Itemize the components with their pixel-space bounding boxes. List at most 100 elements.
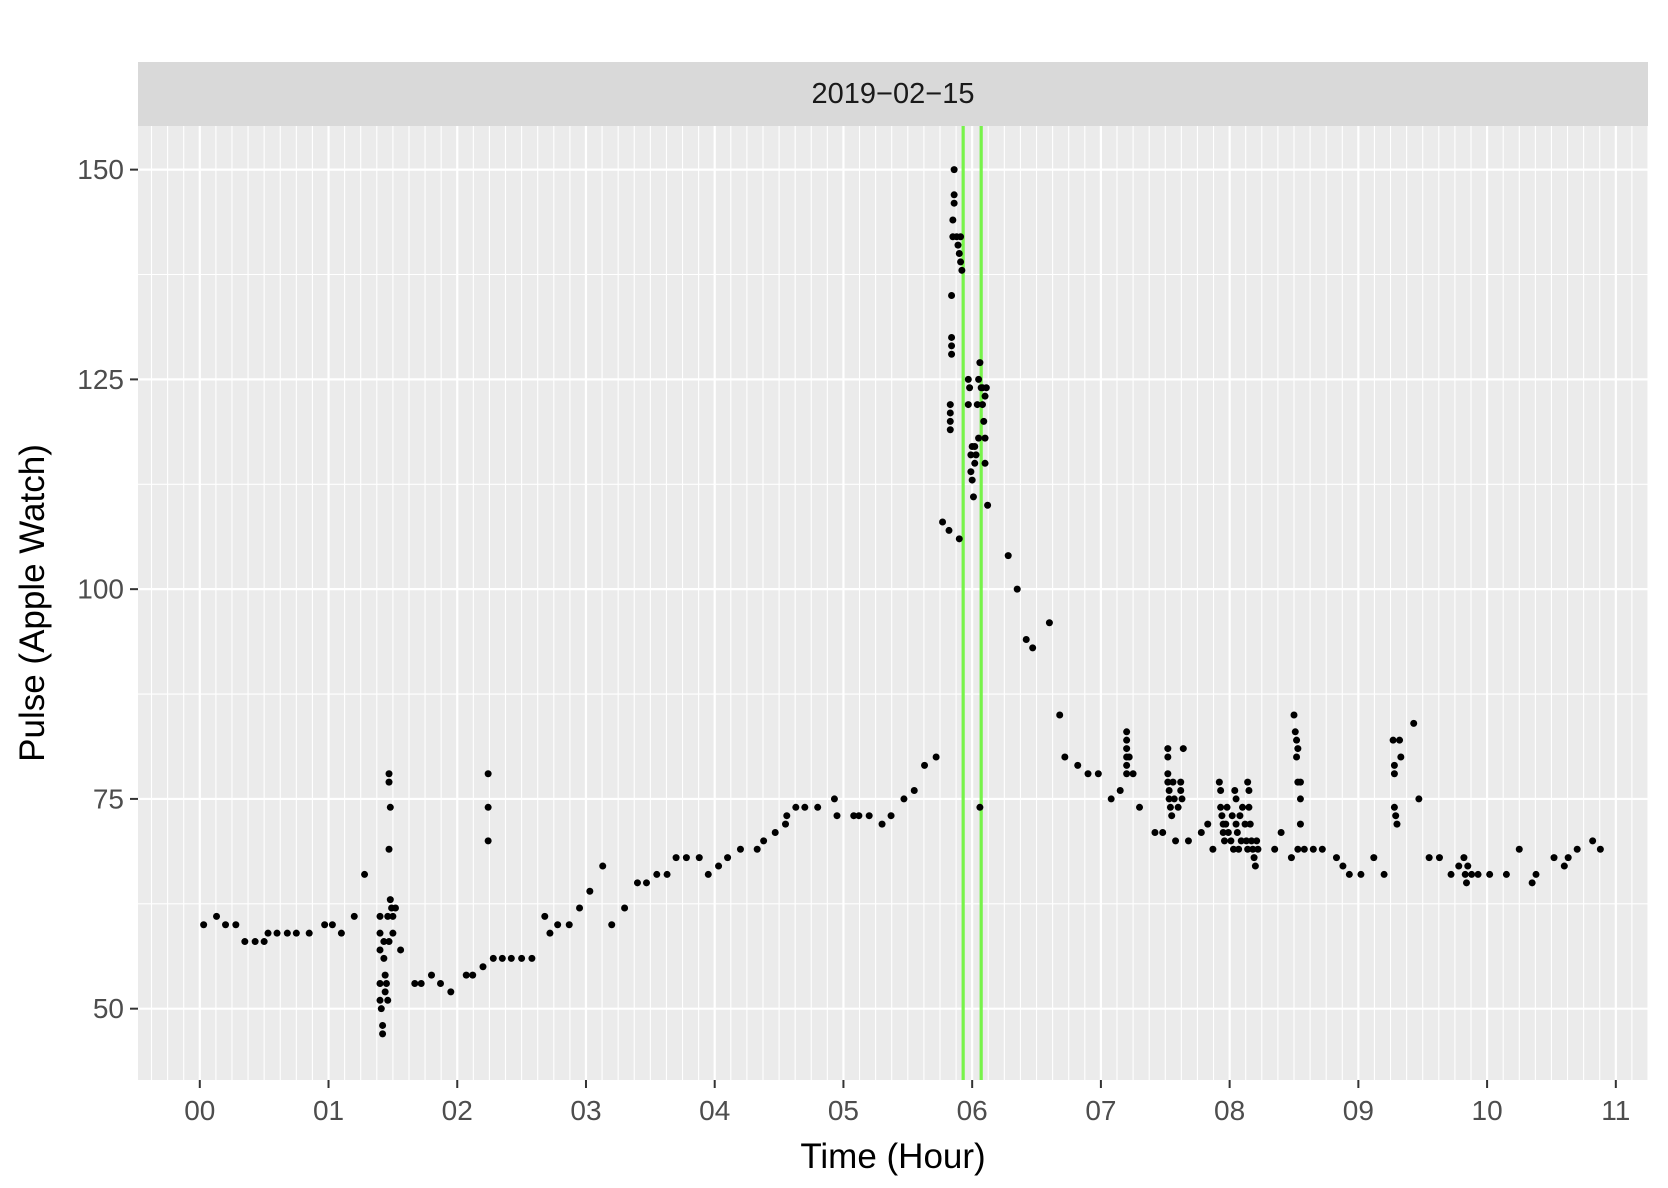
data-point [1389, 736, 1397, 744]
data-point [376, 912, 384, 920]
data-point [736, 845, 744, 853]
y-axis: 50 75 100 125 150 [77, 154, 138, 1024]
data-point [1410, 719, 1418, 727]
data-point [377, 1005, 385, 1013]
y-tick-label: 150 [77, 154, 124, 185]
data-point [760, 837, 768, 845]
data-point [1107, 795, 1115, 803]
data-point [1029, 644, 1037, 652]
data-point [1287, 854, 1295, 862]
data-point [1468, 870, 1476, 878]
data-point [1248, 837, 1256, 845]
data-point [954, 241, 962, 249]
data-point [948, 342, 956, 350]
data-point [946, 417, 954, 425]
data-point [1249, 845, 1257, 853]
data-point [1502, 870, 1510, 878]
data-point [1455, 862, 1463, 870]
y-tick-label: 100 [77, 574, 124, 605]
data-point [576, 904, 584, 912]
reference-lines [961, 126, 983, 1080]
data-point [1532, 870, 1540, 878]
data-point [380, 938, 388, 946]
data-point [411, 980, 419, 988]
data-point [1244, 778, 1252, 786]
data-point [1277, 828, 1285, 836]
data-point [971, 459, 979, 467]
data-point [1425, 854, 1433, 862]
data-point [966, 384, 974, 392]
data-point [978, 401, 986, 409]
data-point [1357, 870, 1365, 878]
data-point [489, 954, 497, 962]
data-point [1245, 787, 1253, 795]
data-point [1123, 761, 1131, 769]
data-point [981, 434, 989, 442]
x-axis: 00 01 02 03 04 05 06 07 08 09 10 11 [184, 1080, 1630, 1126]
data-point [397, 946, 405, 954]
data-point [950, 191, 958, 199]
data-point [376, 929, 384, 937]
data-point [1461, 870, 1469, 878]
data-point [1217, 803, 1225, 811]
data-point [321, 921, 329, 929]
data-point [381, 988, 389, 996]
data-point [264, 929, 272, 937]
x-tick-label: 06 [957, 1095, 988, 1126]
x-axis-title: Time (Hour) [800, 1137, 985, 1176]
data-point [1244, 845, 1252, 853]
data-point [1164, 778, 1172, 786]
data-point [1390, 803, 1398, 811]
data-point [1223, 803, 1231, 811]
facet-label: 2019−02−15 [812, 78, 975, 110]
data-point [1589, 837, 1597, 845]
data-point [541, 912, 549, 920]
data-point [479, 963, 487, 971]
data-point [1293, 736, 1301, 744]
data-point [384, 912, 392, 920]
data-point [1116, 787, 1124, 795]
data-point [715, 862, 723, 870]
data-point [1229, 845, 1237, 853]
x-tick-label: 03 [570, 1095, 601, 1126]
data-point [621, 904, 629, 912]
data-point [1074, 761, 1082, 769]
data-point [949, 216, 957, 224]
data-point [1227, 837, 1235, 845]
data-point [385, 770, 393, 778]
data-point [1254, 845, 1262, 853]
data-point [921, 761, 929, 769]
data-point [1396, 736, 1404, 744]
x-tick-label: 02 [442, 1095, 473, 1126]
data-point [1061, 753, 1069, 761]
data-point [389, 912, 397, 920]
data-point [385, 938, 393, 946]
data-point [1253, 837, 1261, 845]
data-point [792, 803, 800, 811]
data-point [946, 426, 954, 434]
major-gridlines [138, 126, 1648, 1080]
data-point [782, 820, 790, 828]
data-point [305, 929, 313, 937]
data-point [380, 954, 388, 962]
data-point [939, 518, 947, 526]
data-point [1296, 795, 1304, 803]
data-point [1294, 845, 1302, 853]
data-point [1004, 552, 1012, 560]
data-point [484, 837, 492, 845]
data-point [1246, 820, 1254, 828]
data-point [292, 929, 300, 937]
data-point [361, 870, 369, 878]
data-point [1245, 803, 1253, 811]
data-point [972, 451, 980, 459]
data-point [376, 980, 384, 988]
data-point [1345, 870, 1353, 878]
data-point [1222, 820, 1230, 828]
data-point [507, 954, 515, 962]
data-point [1159, 828, 1167, 836]
data-point [1397, 753, 1405, 761]
data-point [964, 401, 972, 409]
data-point [1236, 812, 1244, 820]
x-tick-label: 07 [1085, 1095, 1116, 1126]
